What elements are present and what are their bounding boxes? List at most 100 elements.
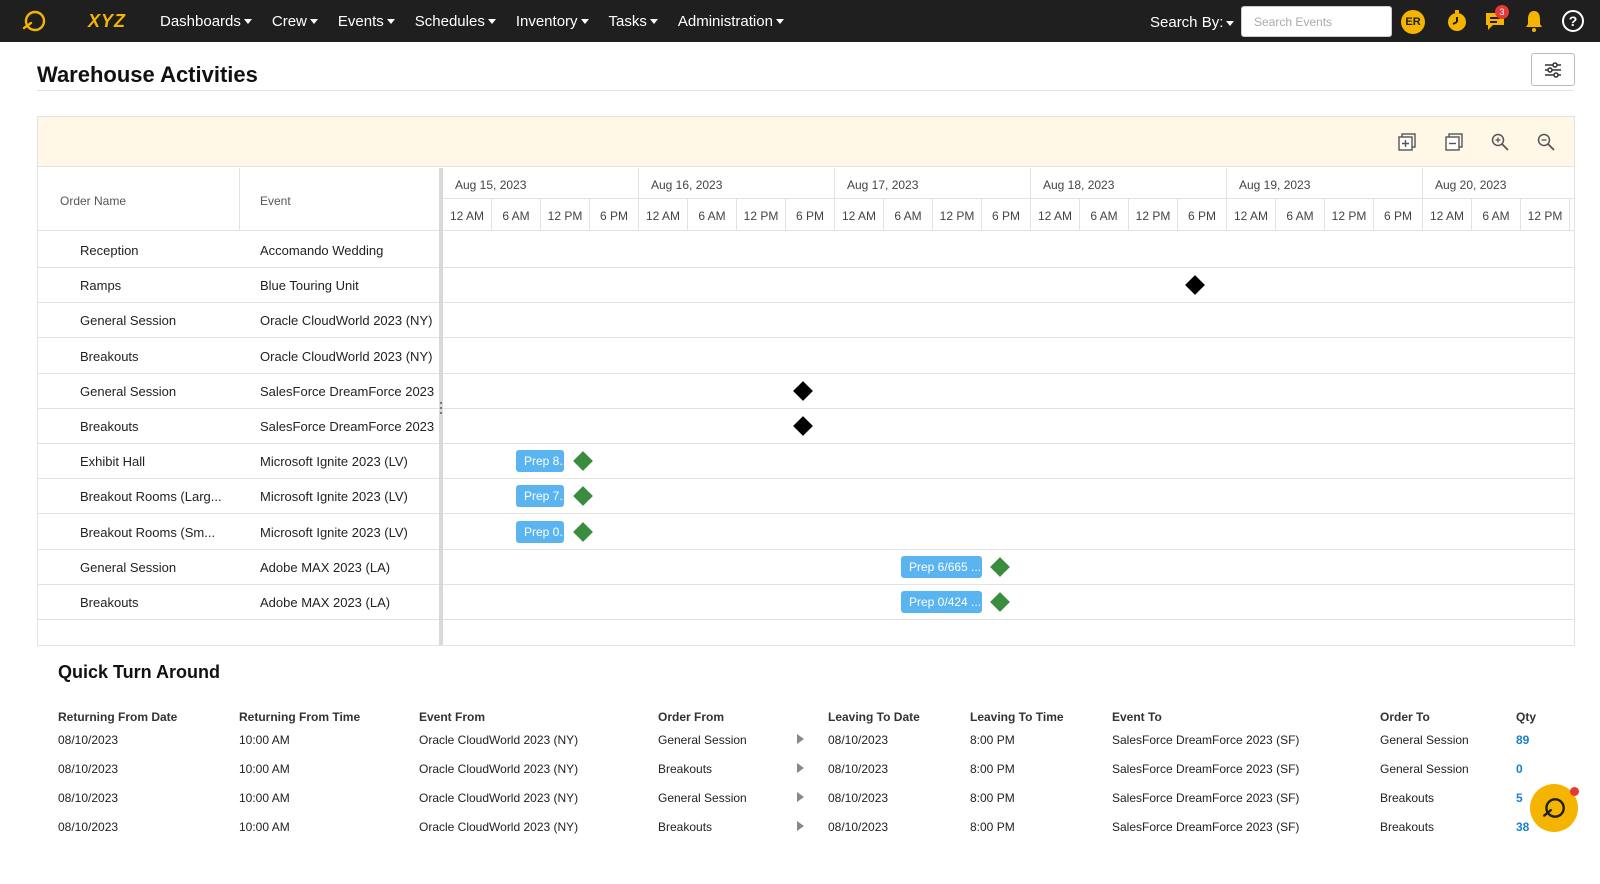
- milestone-diamond[interactable]: [793, 416, 813, 436]
- gantt-row[interactable]: Breakout Rooms (Sm... Microsoft Ignite 20…: [38, 514, 440, 550]
- qta-cell: 10:00 AM: [239, 733, 290, 747]
- gantt-row[interactable]: Exhibit Hall Microsoft Ignite 2023 (LV): [38, 443, 440, 480]
- timer-icon[interactable]: [1445, 9, 1469, 33]
- event-cell: Microsoft Ignite 2023 (LV): [260, 489, 408, 505]
- splitter-handle-icon[interactable]: [440, 402, 442, 416]
- gantt-row[interactable]: Reception Accomando Wedding: [38, 232, 440, 268]
- nav-crew[interactable]: Crew: [272, 13, 318, 30]
- caret-down-icon: [1226, 20, 1235, 26]
- collapse-all-icon[interactable]: [1445, 133, 1463, 151]
- search-by-label: Search By:: [1150, 14, 1224, 31]
- milestone-diamond[interactable]: [573, 486, 593, 507]
- qta-cell: SalesForce DreamForce 2023 (SF): [1112, 820, 1300, 834]
- gantt-row[interactable]: Breakout Rooms (Larg... Microsoft Ignite …: [38, 478, 440, 515]
- qty-link[interactable]: 38: [1516, 820, 1530, 834]
- nav-administration[interactable]: Administration: [678, 13, 784, 30]
- qta-cell: 08/10/2023: [58, 791, 119, 805]
- timeline-date-header: Aug 20, 2023: [1423, 168, 1574, 199]
- timeline-row: [443, 373, 1574, 409]
- brand-logo[interactable]: XYZ: [88, 11, 127, 31]
- event-cell: Oracle CloudWorld 2023 (NY): [260, 313, 433, 329]
- svg-text:?: ?: [1569, 13, 1578, 29]
- caret-down-icon: [649, 19, 658, 25]
- gantt-timeline: Aug 15, 2023 12 AM 6 AM 12 PM 6 PM Aug 16, 20…: [443, 168, 1574, 645]
- nav-tasks[interactable]: Tasks: [609, 13, 658, 30]
- timeline-row: Prep 6/665 ...: [443, 549, 1574, 585]
- expand-all-icon[interactable]: [1398, 133, 1416, 151]
- search-events-input[interactable]: [1241, 6, 1392, 37]
- timeline-hour-header: 6 AM: [1472, 199, 1521, 231]
- qta-cell: Oracle CloudWorld 2023 (NY): [419, 733, 579, 747]
- page-title: Warehouse Activities: [37, 62, 258, 87]
- qta-cell: 08/10/2023: [58, 820, 119, 834]
- nav-events[interactable]: Events: [338, 13, 395, 30]
- arrow-right-icon: [797, 792, 804, 802]
- timeline-hour-header: 12 PM: [933, 199, 982, 231]
- help-icon[interactable]: ?: [1561, 9, 1585, 33]
- app-logo-icon[interactable]: [22, 10, 46, 32]
- nav-dashboards[interactable]: Dashboards: [160, 13, 252, 30]
- zoom-in-icon[interactable]: [1491, 133, 1509, 151]
- qta-cell: 08/10/2023: [828, 820, 889, 834]
- chat-logo-icon: [1543, 798, 1565, 818]
- qta-cell: Breakouts: [1380, 791, 1435, 805]
- gantt-row[interactable]: General Session Oracle CloudWorld 2023 (N…: [38, 302, 440, 339]
- filter-settings-button[interactable]: [1531, 53, 1575, 86]
- nav-schedules[interactable]: Schedules: [415, 13, 496, 30]
- timeline-hour-header: 12 AM: [1423, 199, 1472, 231]
- timeline-date-header: Aug 17, 2023: [835, 168, 1031, 199]
- notifications-bell-icon[interactable]: [1522, 9, 1546, 33]
- task-bar[interactable]: Prep 7...: [516, 485, 564, 508]
- event-cell: SalesForce DreamForce 2023 (: [260, 419, 438, 434]
- gantt-row[interactable]: Breakouts Oracle CloudWorld 2023 (NY): [38, 338, 440, 374]
- qta-cell: 8:00 PM: [970, 762, 1015, 776]
- task-bar[interactable]: Prep 6/665 ...: [901, 555, 982, 578]
- qta-column-header: Order To: [1380, 710, 1430, 724]
- event-cell: Adobe MAX 2023 (LA): [260, 559, 391, 575]
- zoom-out-icon[interactable]: [1537, 133, 1555, 151]
- gantt-toolbar: [38, 117, 1574, 167]
- timeline-row: [443, 232, 1574, 268]
- task-bar[interactable]: Prep 0/424 ...: [901, 591, 982, 613]
- caret-down-icon: [309, 19, 318, 25]
- timeline-hour-header: 12 AM: [639, 199, 688, 231]
- column-header-event[interactable]: Event: [260, 194, 291, 208]
- title-divider: [37, 90, 1573, 91]
- column-header-order-name[interactable]: Order Name: [60, 194, 127, 208]
- qta-cell: General Session: [1380, 733, 1469, 747]
- qta-cell: SalesForce DreamForce 2023 (SF): [1112, 762, 1300, 776]
- milestone-diamond[interactable]: [573, 451, 593, 472]
- timeline-row: Prep 0...: [443, 514, 1574, 550]
- nav-inventory[interactable]: Inventory: [516, 13, 589, 30]
- nav-label: Administration: [677, 12, 773, 30]
- gantt-row[interactable]: General Session SalesForce DreamForce 202…: [38, 373, 440, 409]
- order-name-cell: Ramps: [80, 278, 122, 294]
- qty-link[interactable]: 5: [1516, 791, 1523, 805]
- search-by-dropdown[interactable]: Search By:: [1150, 14, 1235, 31]
- task-bar[interactable]: Prep 0...: [516, 520, 564, 543]
- gantt-row[interactable]: Breakouts Adobe MAX 2023 (LA): [38, 584, 440, 620]
- qta-column-header: Order From: [658, 710, 725, 724]
- timeline-hour-header: 12 PM: [737, 199, 786, 231]
- gantt-row[interactable]: Ramps Blue Touring Unit: [38, 267, 440, 304]
- qty-link[interactable]: 89: [1516, 733, 1530, 747]
- order-name-cell: Breakouts: [80, 595, 139, 610]
- gantt-row[interactable]: Breakouts SalesForce DreamForce 2023 (: [38, 408, 440, 444]
- milestone-diamond[interactable]: [573, 521, 593, 542]
- order-name-cell: Exhibit Hall: [80, 454, 146, 470]
- milestone-diamond[interactable]: [1185, 275, 1205, 296]
- order-name-cell: Breakouts: [80, 419, 139, 434]
- milestone-diamond[interactable]: [990, 592, 1010, 612]
- user-avatar[interactable]: ER: [1401, 10, 1425, 34]
- event-cell: Adobe MAX 2023 (LA): [260, 595, 391, 610]
- qta-cell: Oracle CloudWorld 2023 (NY): [419, 820, 579, 834]
- qty-link[interactable]: 0: [1516, 762, 1523, 776]
- caret-down-icon: [243, 19, 252, 25]
- milestone-diamond[interactable]: [990, 556, 1010, 577]
- milestone-diamond[interactable]: [793, 380, 813, 401]
- qta-cell: 10:00 AM: [239, 762, 290, 776]
- gantt-row[interactable]: General Session Adobe MAX 2023 (LA): [38, 549, 440, 585]
- task-bar[interactable]: Prep 8...: [516, 450, 564, 473]
- timeline-hour-header: 12 PM: [1129, 199, 1178, 231]
- timeline-hour-header: 6 PM: [590, 199, 639, 231]
